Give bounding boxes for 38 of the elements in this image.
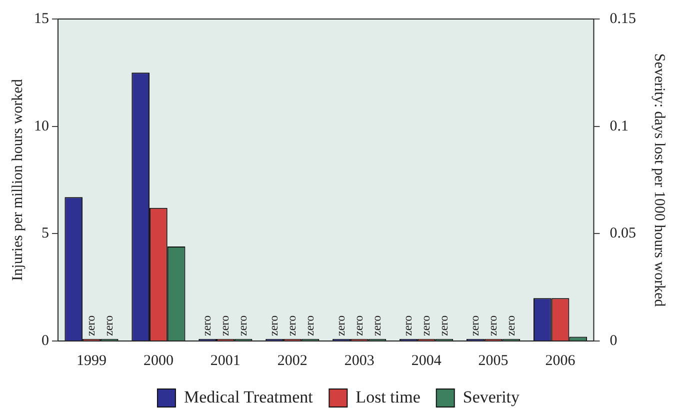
data-label: zero <box>218 315 232 336</box>
legend-label: Medical Treatment <box>184 387 314 406</box>
data-label: zero <box>334 315 348 336</box>
data-label: zero <box>302 315 316 336</box>
data-label: zero <box>84 315 98 336</box>
y2-axis-title: Severity: days lost per 1000 hours worked <box>651 53 668 308</box>
y2-tick-label: 0.05 <box>610 226 636 242</box>
y-tick-label: 0 <box>42 332 49 349</box>
data-label: zero <box>436 315 450 336</box>
data-label: zero <box>235 315 250 336</box>
y-axis-title: Injuries per million hours worked <box>10 78 26 281</box>
y2-tick-label: 0.15 <box>610 10 636 27</box>
data-label: zero <box>418 315 432 336</box>
x-tick-label: 2001 <box>210 352 240 369</box>
data-label: zero <box>468 315 482 336</box>
data-label: zero <box>369 315 384 336</box>
data-label: zero <box>352 315 366 336</box>
y-tick-label: 5 <box>42 226 49 242</box>
data-label: zero <box>266 315 281 336</box>
x-tick-label: 2003 <box>344 352 374 369</box>
data-label: zero <box>284 315 299 336</box>
legend-label: Severity <box>462 387 520 406</box>
y2-tick-label: 0.1 <box>610 118 628 134</box>
x-tick-label: 2000 <box>143 352 174 369</box>
x-tick-label: 2006 <box>545 352 576 369</box>
data-label: zero <box>200 315 214 336</box>
x-tick-label: 2002 <box>277 352 308 369</box>
x-tick-label: 2004 <box>411 352 442 369</box>
y-tick-label: 10 <box>34 118 49 134</box>
legend-label: Lost time <box>356 387 420 406</box>
data-label: zero <box>400 315 415 336</box>
x-tick-label: 2005 <box>478 352 508 369</box>
y-tick-label: 15 <box>34 10 49 27</box>
y2-tick-label: 0 <box>610 332 618 349</box>
data-label: zero <box>485 315 500 336</box>
data-label: zero <box>102 315 116 336</box>
data-label: zero <box>503 315 518 336</box>
x-tick-label: 1999 <box>76 352 106 369</box>
